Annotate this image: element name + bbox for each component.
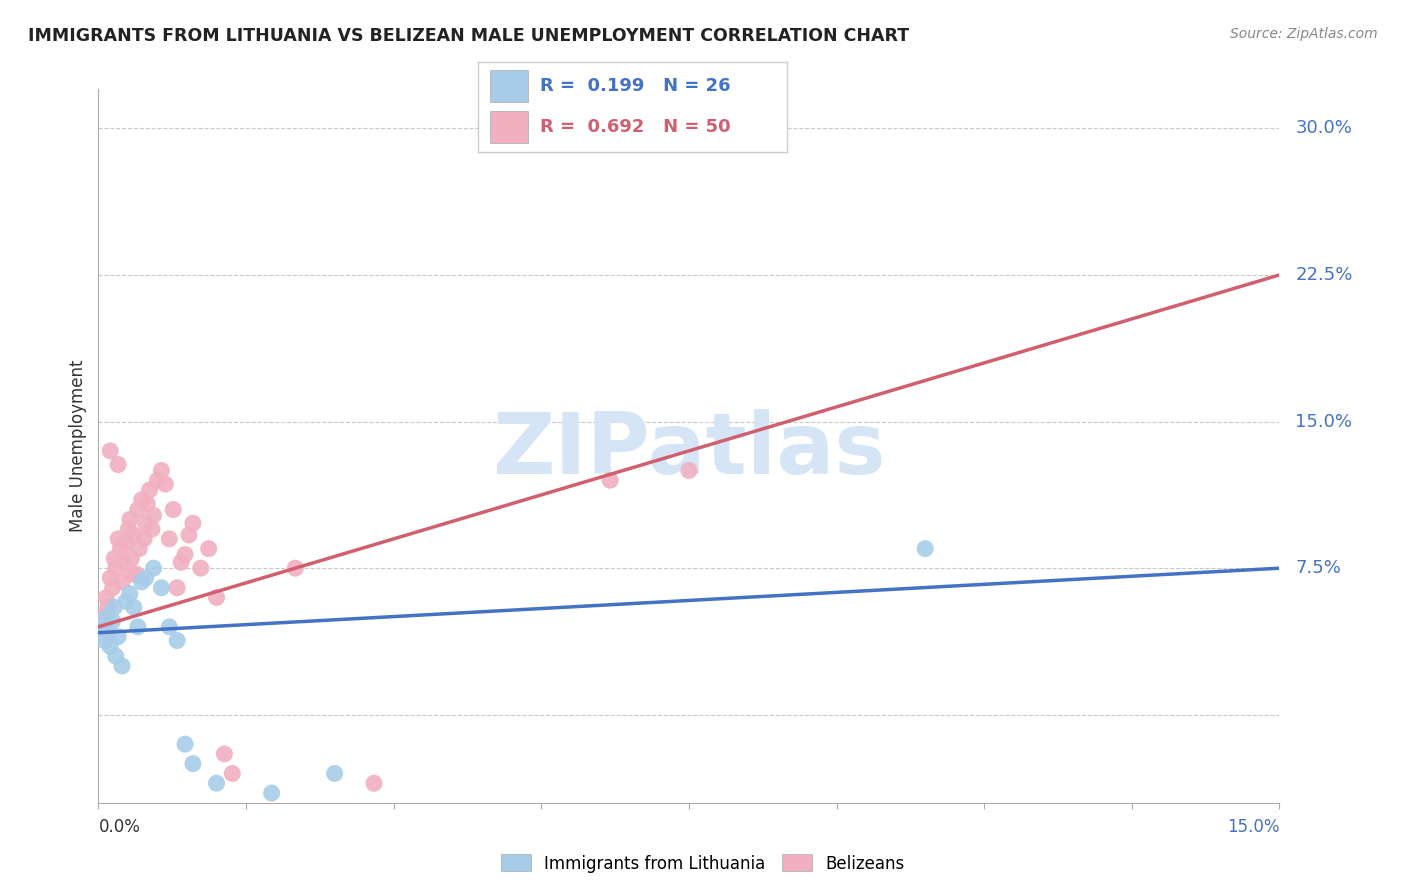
Point (125, 567, 148, 582)
Text: Source: ZipAtlas.com: Source: ZipAtlas.com (1230, 27, 1378, 41)
Point (112, 555, 135, 569)
Text: 7.5%: 7.5% (1295, 559, 1341, 577)
Point (138, 483, 160, 497)
Point (190, 561, 212, 575)
Point (97, 625, 120, 640)
Text: 30.0%: 30.0% (1295, 120, 1353, 137)
Point (717, 121, 740, 136)
Point (135, 516, 157, 531)
Point (107, 458, 129, 472)
Point (132, 532, 155, 546)
Point (174, 548, 197, 562)
Point (127, 502, 149, 516)
Text: 22.5%: 22.5% (1295, 266, 1353, 284)
Point (110, 541, 132, 556)
Point (127, 620, 149, 634)
Text: R =  0.692   N = 50: R = 0.692 N = 50 (540, 118, 731, 136)
Point (118, 512, 141, 526)
Point (121, 551, 143, 566)
Point (117, 522, 139, 536)
Point (115, 594, 138, 608)
Point (111, 659, 134, 673)
Point (104, 561, 127, 575)
Point (97, 600, 120, 615)
Point (122, 600, 145, 615)
Point (181, 516, 204, 531)
Text: R =  0.199   N = 26: R = 0.199 N = 26 (540, 77, 731, 95)
Bar (491, 111, 527, 143)
Point (101, 614, 124, 628)
Point (103, 600, 125, 615)
Point (323, 766, 346, 780)
Point (128, 541, 150, 556)
Text: IMMIGRANTS FROM LITHUANIA VS BELIZEAN MALE UNEMPLOYMENT CORRELATION CHART: IMMIGRANTS FROM LITHUANIA VS BELIZEAN MA… (28, 27, 910, 45)
Point (121, 567, 143, 582)
Point (118, 586, 141, 600)
Point (91, 610, 114, 624)
Point (101, 581, 124, 595)
Point (260, 786, 283, 800)
Point (162, 502, 184, 516)
Point (96, 591, 118, 605)
Point (136, 497, 159, 511)
Point (166, 581, 188, 595)
Point (107, 532, 129, 546)
Point (157, 532, 180, 546)
Point (107, 630, 129, 644)
Point (98, 443, 121, 458)
Text: 0.0%: 0.0% (98, 819, 141, 837)
Point (103, 551, 125, 566)
Point (150, 581, 173, 595)
Point (197, 541, 219, 556)
Point (93, 620, 115, 634)
Point (91, 620, 114, 634)
Legend: Immigrants from Lithuania, Belizeans: Immigrants from Lithuania, Belizeans (495, 847, 911, 880)
Point (142, 508, 165, 523)
Point (155, 477, 177, 491)
Point (98, 640, 121, 654)
Point (93, 633, 115, 648)
Point (174, 737, 197, 751)
Point (177, 528, 200, 542)
Point (96, 610, 118, 624)
Text: 15.0%: 15.0% (1295, 413, 1353, 431)
Point (284, 561, 307, 575)
Point (205, 591, 228, 605)
Point (141, 522, 163, 536)
Point (131, 574, 153, 589)
Point (135, 571, 157, 585)
Point (205, 776, 228, 790)
Point (170, 555, 193, 569)
Point (181, 756, 204, 771)
Point (115, 535, 138, 549)
Text: 15.0%: 15.0% (1227, 819, 1279, 837)
Point (599, 473, 621, 487)
Point (221, 766, 243, 780)
Point (131, 492, 153, 507)
Point (214, 747, 236, 761)
Point (104, 649, 127, 664)
Point (111, 574, 134, 589)
Point (166, 633, 188, 648)
Point (678, 463, 700, 477)
Y-axis label: Male Unemployment: Male Unemployment (69, 359, 87, 533)
Point (146, 473, 169, 487)
Point (122, 528, 145, 542)
Bar (491, 70, 527, 102)
Point (914, 541, 936, 556)
Point (142, 561, 165, 575)
Point (98, 571, 121, 585)
Point (150, 463, 173, 477)
Text: ZIPatlas: ZIPatlas (492, 409, 886, 492)
Point (157, 620, 180, 634)
Point (363, 776, 385, 790)
